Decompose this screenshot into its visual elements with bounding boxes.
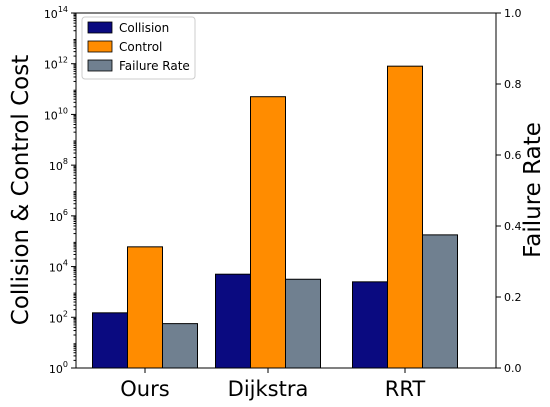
bars-layer	[92, 65, 458, 369]
y-tick-label: 100	[49, 360, 68, 376]
y-tick-label: 102	[49, 309, 68, 325]
y2-tick-label: 0.8	[504, 78, 522, 91]
y-tick-label: 1012	[44, 56, 68, 72]
y2-tick-label: 0.2	[504, 291, 522, 304]
x-tick-label: RRT	[385, 377, 426, 401]
y-tick-label: 106	[49, 208, 68, 224]
y2-tick-label: 1.0	[504, 7, 522, 20]
legend-label: Control	[119, 40, 162, 54]
bar	[352, 281, 388, 369]
bar	[162, 323, 198, 369]
left-axis-title: Collision & Control Cost	[8, 55, 34, 325]
bar	[387, 65, 423, 369]
bar	[250, 96, 286, 369]
bar	[422, 234, 458, 369]
legend-label: Collision	[119, 21, 169, 35]
bar	[215, 273, 251, 369]
bar	[127, 246, 163, 369]
bar	[92, 312, 128, 369]
y-tick-label: 108	[49, 157, 68, 173]
y-tick-label: 1010	[44, 106, 68, 122]
x-tick-label: Ours	[120, 377, 169, 401]
right-axis: 0.0 0.2 0.4 0.6 0.8 1.0	[496, 7, 522, 375]
y-tick-label: 1014	[44, 5, 68, 21]
legend-swatch	[87, 59, 113, 72]
y2-tick-label: 0.4	[504, 220, 522, 233]
right-axis-title: Failure Rate	[520, 122, 546, 258]
bar	[285, 278, 321, 369]
y-tick-label: 104	[49, 259, 68, 275]
plot-frame	[75, 12, 497, 369]
legend-swatch	[87, 40, 113, 53]
legend-swatch	[87, 21, 113, 34]
y2-tick-label: 0.0	[504, 362, 522, 375]
x-tick-label: Dijkstra	[228, 377, 309, 401]
left-axis: 100 102 104 106 108 1010 1012 1014	[44, 5, 76, 376]
x-axis: Ours Dijkstra RRT	[120, 368, 425, 401]
y2-tick-label: 0.6	[504, 149, 522, 162]
legend-label: Failure Rate	[119, 59, 190, 73]
legend: Collision Control Failure Rate	[81, 16, 196, 80]
